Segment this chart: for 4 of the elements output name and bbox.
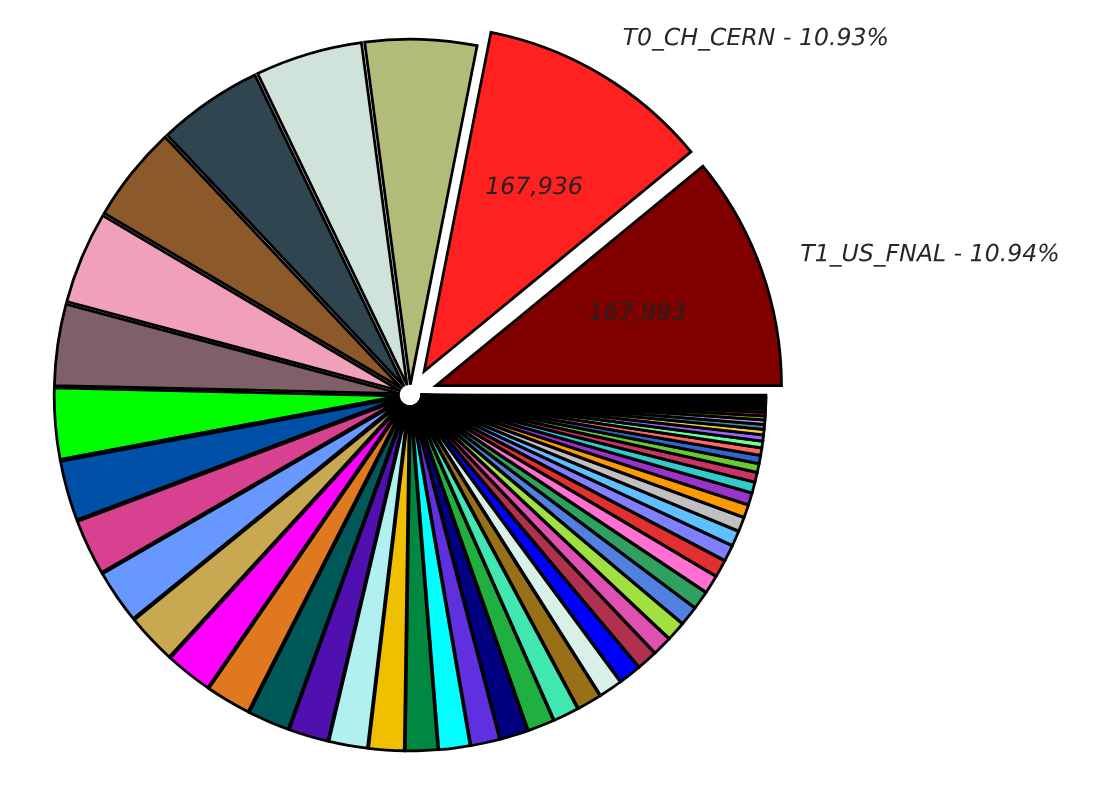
data-label: 167,993 [589, 302, 685, 323]
data-label: 167,936 [486, 176, 582, 197]
slice-label: T1_US_FNAL - 10.94% [801, 243, 1058, 267]
slice-label: T0_CH_CERN - 10.93% [623, 27, 887, 51]
